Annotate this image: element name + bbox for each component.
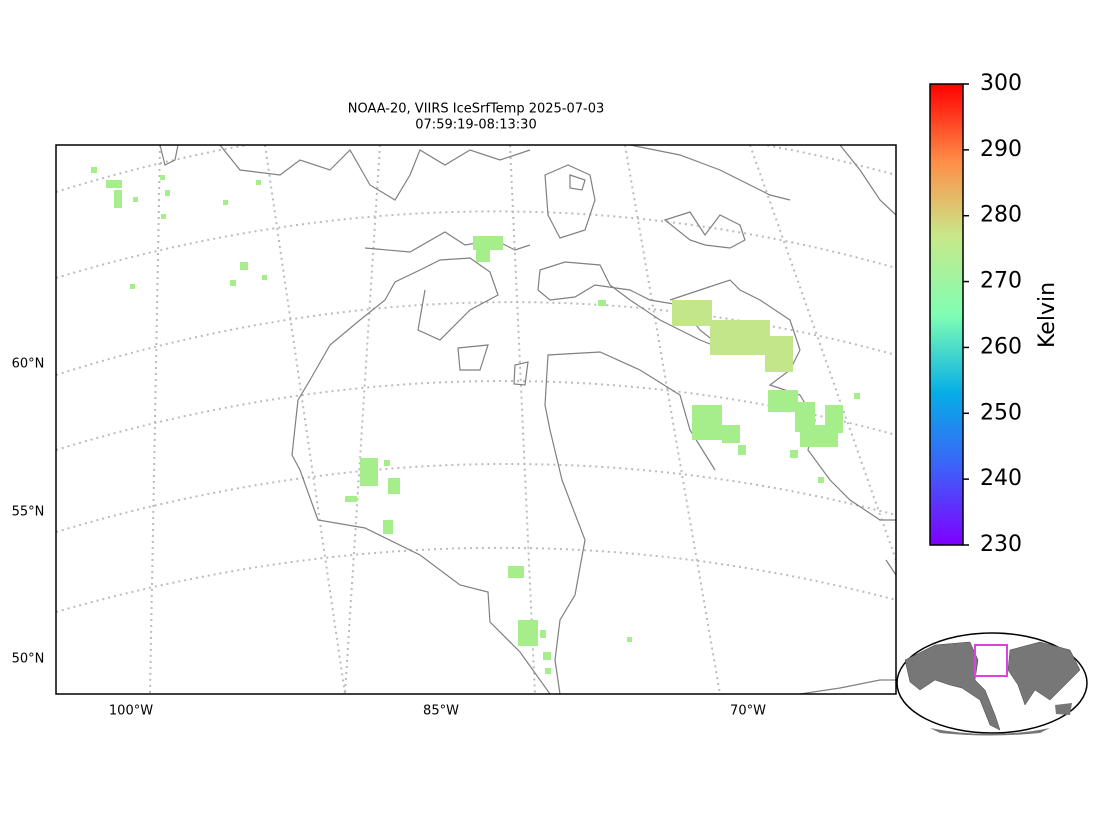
map-frame <box>55 144 897 695</box>
colorbar-tick-label: 300 <box>980 71 1022 96</box>
colorbar-tick-label: 260 <box>980 334 1022 359</box>
map-area <box>56 145 896 694</box>
ice-temperature-pixels <box>91 167 860 674</box>
colorbar-tick-label: 240 <box>980 466 1022 491</box>
colorbar-tick-label: 250 <box>980 400 1022 425</box>
lat-label: 55°N <box>12 505 45 520</box>
lon-label: 85°W <box>423 704 459 719</box>
coastline <box>159 145 896 694</box>
colorbar <box>929 83 964 546</box>
lon-label: 70°W <box>730 704 766 719</box>
title-line: 07:59:19-08:13:30 <box>415 118 536 133</box>
lat-label: 50°N <box>12 652 45 667</box>
inset-globe <box>896 632 1088 736</box>
colorbar-tick-label: 270 <box>980 269 1022 294</box>
colorbar-tick-label: 290 <box>980 137 1022 162</box>
graticule <box>56 145 896 694</box>
colorbar-label: Kelvin <box>1035 282 1060 348</box>
lon-label: 100°W <box>109 704 153 719</box>
lat-label: 60°N <box>12 357 45 372</box>
colorbar-tick-label: 230 <box>980 532 1022 557</box>
title-line: NOAA-20, VIIRS IceSrfTemp 2025-07-03 <box>348 102 605 117</box>
colorbar-tick-label: 280 <box>980 203 1022 228</box>
